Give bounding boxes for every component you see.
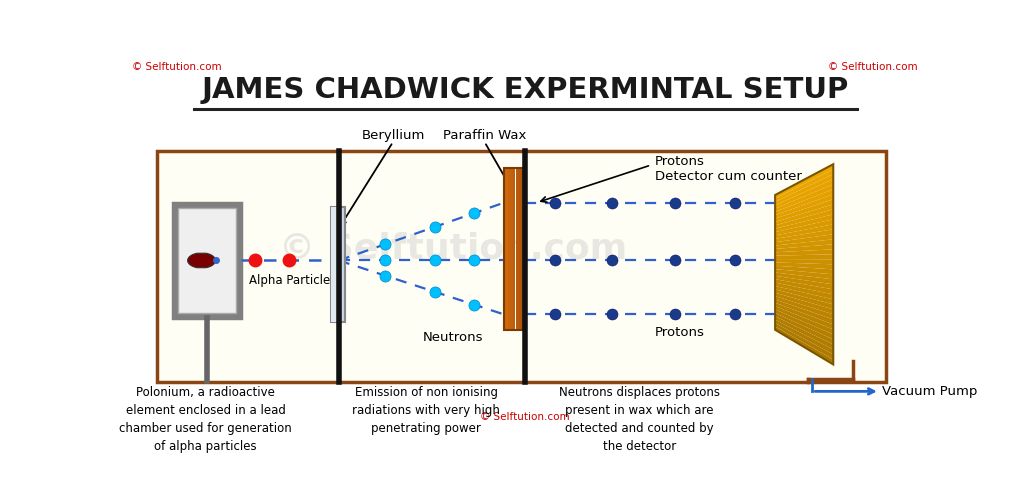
Polygon shape — [775, 224, 834, 239]
Text: © Selftution.com: © Selftution.com — [480, 412, 569, 422]
Text: © Selftution.com: © Selftution.com — [828, 62, 918, 72]
Text: Protons: Protons — [655, 326, 705, 339]
Text: Paraffin Wax: Paraffin Wax — [442, 129, 526, 142]
Polygon shape — [775, 189, 834, 215]
Polygon shape — [775, 276, 834, 289]
Polygon shape — [775, 249, 834, 256]
Polygon shape — [775, 204, 834, 226]
Polygon shape — [775, 289, 834, 310]
Polygon shape — [775, 269, 834, 279]
Polygon shape — [775, 299, 834, 325]
Polygon shape — [775, 255, 834, 259]
Polygon shape — [775, 234, 834, 245]
Polygon shape — [775, 323, 834, 359]
Polygon shape — [775, 266, 834, 274]
FancyBboxPatch shape — [178, 208, 236, 313]
Text: JAMES CHADWICK EXPERMINTAL SETUP: JAMES CHADWICK EXPERMINTAL SETUP — [201, 75, 849, 103]
Text: © Selftution.com: © Selftution.com — [132, 62, 221, 72]
Polygon shape — [775, 179, 834, 209]
Polygon shape — [775, 320, 834, 355]
Polygon shape — [775, 184, 834, 212]
Polygon shape — [187, 253, 215, 268]
Polygon shape — [775, 239, 834, 249]
FancyBboxPatch shape — [158, 151, 886, 382]
Text: Neutrons: Neutrons — [423, 331, 483, 344]
FancyBboxPatch shape — [331, 207, 337, 322]
Text: Vacuum Pump: Vacuum Pump — [882, 385, 978, 398]
Polygon shape — [775, 164, 834, 199]
FancyBboxPatch shape — [173, 203, 241, 318]
Text: © Selftution.com: © Selftution.com — [280, 232, 628, 266]
Polygon shape — [775, 286, 834, 304]
Polygon shape — [775, 169, 834, 202]
Polygon shape — [775, 303, 834, 329]
Polygon shape — [775, 313, 834, 344]
Polygon shape — [775, 279, 834, 294]
Polygon shape — [775, 229, 834, 242]
Polygon shape — [775, 283, 834, 299]
Polygon shape — [775, 219, 834, 235]
Text: Polonium, a radioactive
element enclosed in a lead
chamber used for generation
o: Polonium, a radioactive element enclosed… — [119, 386, 292, 453]
Text: Alpha Particles: Alpha Particles — [249, 274, 336, 287]
Polygon shape — [775, 174, 834, 205]
Polygon shape — [775, 214, 834, 232]
Polygon shape — [775, 310, 834, 340]
Polygon shape — [775, 194, 834, 219]
Polygon shape — [775, 244, 834, 252]
Polygon shape — [775, 327, 834, 364]
Polygon shape — [775, 272, 834, 284]
Polygon shape — [775, 316, 834, 349]
Polygon shape — [775, 209, 834, 229]
Polygon shape — [775, 259, 834, 264]
Polygon shape — [775, 306, 834, 334]
Polygon shape — [775, 296, 834, 319]
Text: Beryllium: Beryllium — [361, 129, 425, 142]
Text: Emission of non ionising
radiations with very high
penetrating power: Emission of non ionising radiations with… — [352, 386, 501, 435]
Polygon shape — [775, 293, 834, 314]
Text: Protons: Protons — [655, 155, 705, 168]
Polygon shape — [775, 262, 834, 270]
Text: Detector cum counter: Detector cum counter — [655, 170, 802, 184]
FancyBboxPatch shape — [331, 207, 345, 322]
Polygon shape — [775, 199, 834, 222]
Text: Neutrons displaces protons
present in wax which are
detected and counted by
the : Neutrons displaces protons present in wa… — [559, 386, 720, 453]
